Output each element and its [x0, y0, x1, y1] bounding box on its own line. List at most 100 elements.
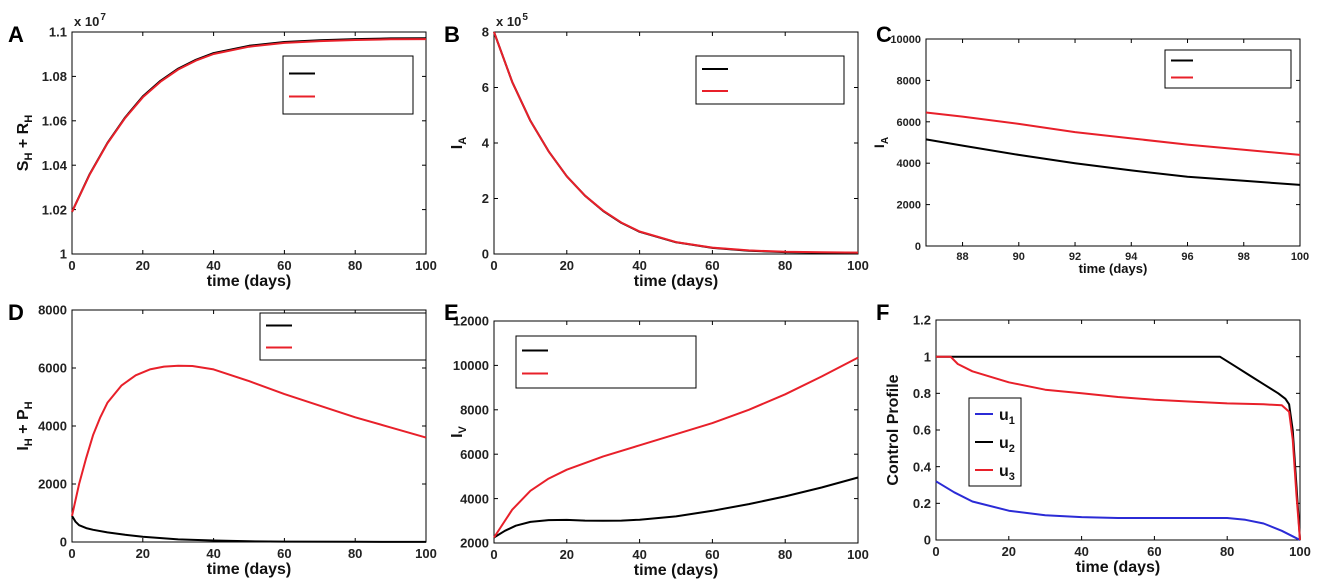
y-tick-label: 10000 [890, 34, 921, 46]
x-tick-label: 40 [206, 258, 220, 273]
y-tick-label: 4 [482, 136, 490, 151]
y-tick-label: 4000 [460, 491, 489, 506]
y-tick-label: 0 [915, 241, 921, 253]
y-multiplier-exponent: 7 [100, 12, 106, 23]
x-tick-label: 60 [277, 546, 291, 561]
legend-entry: u3 [999, 463, 1015, 483]
x-tick-label: 80 [348, 258, 362, 273]
panel-label: A [8, 22, 24, 47]
panel-E: 0 20 40 60 80 100 2000 4000 6000 8000 10000 12000 ti… [444, 300, 869, 579]
y-multiplier-base: x 10 [74, 14, 99, 29]
x-tick-label: 20 [1002, 544, 1016, 559]
x-axis-label: time (days) [634, 273, 718, 290]
x-tick-label: 0 [932, 544, 939, 559]
panel-B: 0 20 40 60 80 100 0 2 4 6 8 x 105 time (days) IA B [444, 12, 869, 290]
y-tick-label: 6000 [897, 117, 921, 129]
x-tick-label: 100 [415, 546, 437, 561]
legend-box [282, 55, 414, 115]
legend [515, 335, 697, 389]
legend-box [695, 55, 845, 105]
x-tick-label: 40 [632, 258, 646, 273]
series-line-no-strategy [71, 38, 427, 213]
y-tick-label: 1.1 [49, 25, 67, 40]
x-tick-label: 90 [1013, 251, 1025, 263]
x-tick-label: 20 [136, 546, 150, 561]
x-tick-label: 94 [1125, 251, 1138, 263]
y-tick-label: 2000 [897, 200, 921, 212]
y-tick-label: 6000 [38, 361, 67, 376]
series-line-u-2 [936, 355, 1301, 541]
x-tick-label: 88 [956, 251, 968, 263]
series-line-strategy-b [493, 476, 859, 539]
x-tick-label: 96 [1181, 251, 1193, 263]
series-line-no-strategy [493, 356, 859, 539]
x-tick-label: 100 [1289, 544, 1311, 559]
series-line-u-3 [936, 355, 1301, 541]
y-tick-label: 10000 [453, 358, 489, 373]
y-tick-label: 6 [482, 80, 489, 95]
panel-F: 0 20 40 60 80 100 0 0.2 0.4 0.6 0.8 1 1.2 time (days)… [876, 300, 1311, 576]
y-axis-label: IA [871, 137, 891, 148]
x-tick-label: 0 [490, 547, 497, 562]
y-tick-label: 1.04 [42, 158, 68, 173]
legend [259, 312, 427, 361]
x-tick-label: 40 [632, 547, 646, 562]
x-tick-label: 20 [560, 547, 574, 562]
x-tick-label: 20 [136, 258, 150, 273]
y-tick-label: 8000 [460, 402, 489, 417]
y-tick-label: 8000 [38, 303, 67, 318]
y-tick-label: 1.02 [42, 202, 67, 217]
y-tick-label: 0 [60, 535, 67, 550]
x-axis-label: time (days) [1076, 559, 1160, 576]
legend-box [259, 312, 427, 361]
x-tick-label: 100 [1291, 251, 1309, 263]
series-line-u-1 [935, 480, 1301, 541]
x-tick-label: 98 [1238, 251, 1250, 263]
panel-A: 0 20 40 60 80 100 1 1.02 1.04 1.06 1.08 1.1 x 107 tim… [8, 12, 437, 290]
x-tick-label: 60 [277, 258, 291, 273]
x-axis-label: time (days) [207, 561, 291, 578]
y-tick-label: 8000 [897, 75, 921, 87]
panel-label: B [444, 22, 460, 47]
y-tick-label: 4000 [897, 158, 921, 170]
x-tick-label: 40 [206, 546, 220, 561]
x-tick-label: 100 [415, 258, 437, 273]
panel-C: 88 90 92 94 96 98 100 0 2000 4000 6000 8000 10000 tim… [871, 22, 1309, 276]
y-tick-label: 0 [924, 533, 931, 548]
x-tick-label: 40 [1074, 544, 1088, 559]
y-axis-label: SH + RH [15, 115, 35, 171]
x-tick-label: 80 [1220, 544, 1234, 559]
y-tick-label: 1 [924, 349, 931, 364]
y-tick-label: 8 [482, 25, 489, 40]
x-tick-label: 0 [490, 258, 497, 273]
y-tick-label: 0.2 [913, 496, 931, 511]
y-tick-label: 1 [60, 247, 67, 262]
series-line-no-strategy [925, 111, 1301, 156]
y-multiplier: x 107 [74, 12, 106, 29]
legend-box [1164, 49, 1292, 89]
x-tick-label: 0 [68, 258, 75, 273]
y-tick-label: 12000 [453, 314, 489, 329]
x-tick-label: 0 [68, 546, 75, 561]
series-line-no-strategy [493, 31, 859, 254]
x-tick-label: 80 [348, 546, 362, 561]
y-tick-label: 1.06 [42, 113, 67, 128]
y-axis-label: IA [449, 137, 469, 149]
y-tick-label: 0.8 [913, 386, 931, 401]
x-axis-label: time (days) [634, 562, 718, 579]
y-tick-label: 6000 [460, 447, 489, 462]
y-multiplier-base: x 10 [496, 14, 521, 29]
y-tick-label: 0.4 [913, 459, 932, 474]
y-multiplier-exponent: 5 [522, 12, 528, 23]
x-tick-label: 60 [705, 547, 719, 562]
legend-entry: u2 [999, 435, 1015, 455]
panel-label: D [8, 300, 24, 325]
legend [695, 55, 845, 105]
series-line-no-strategy [71, 364, 427, 517]
x-axis-label: time (days) [1079, 261, 1148, 276]
y-axis-label: IV [449, 425, 469, 437]
x-tick-label: 100 [847, 547, 869, 562]
y-tick-label: 2 [482, 191, 489, 206]
x-tick-label: 20 [560, 258, 574, 273]
